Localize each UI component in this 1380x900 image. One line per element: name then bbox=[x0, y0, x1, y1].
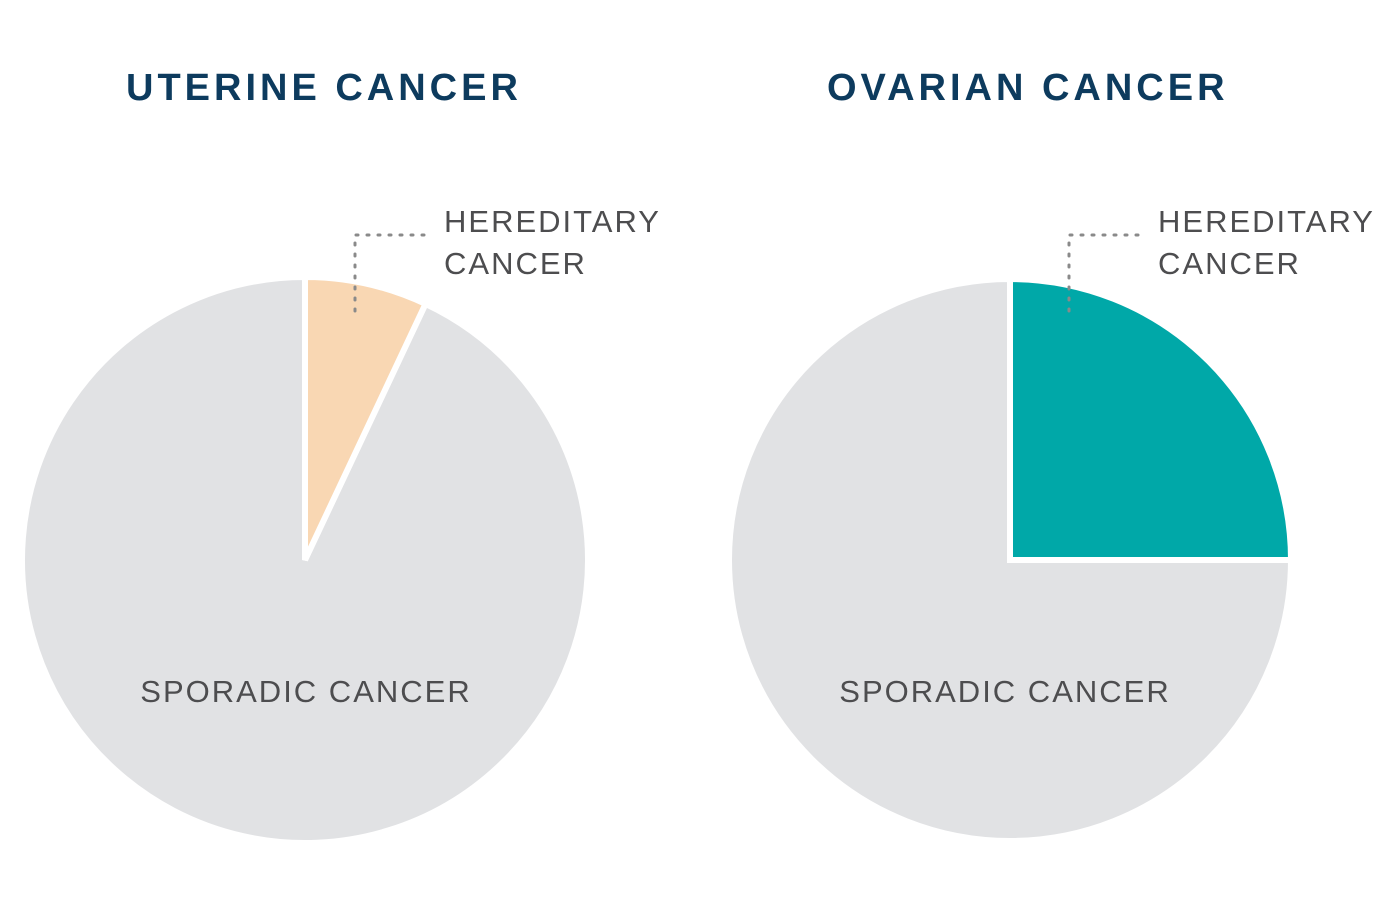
uterine-hereditary-label: HEREDITARY CANCER bbox=[444, 204, 671, 281]
uterine-hereditary-label-line2: CANCER bbox=[444, 246, 587, 281]
ovarian-leader-line bbox=[1067, 233, 1140, 318]
ovarian-hereditary-label-line2: CANCER bbox=[1158, 246, 1301, 281]
uterine-leader-line bbox=[353, 233, 426, 318]
ovarian-sporadic-slice bbox=[726, 275, 1295, 844]
uterine-hereditary-slice bbox=[302, 273, 430, 562]
ovarian-title: OVARIAN CANCER bbox=[827, 67, 1229, 109]
uterine-hereditary-label-line1: HEREDITARY bbox=[444, 204, 660, 239]
uterine-title: UTERINE CANCER bbox=[126, 67, 522, 109]
ovarian-hereditary-slice bbox=[1007, 275, 1295, 563]
ovarian-hereditary-label-line1: HEREDITARY bbox=[1158, 204, 1374, 239]
ovarian-hereditary-label: HEREDITARY CANCER bbox=[1158, 204, 1380, 281]
ovarian-chart: OVARIAN CANCER HEREDITARY CANCER SPORADI… bbox=[726, 67, 1380, 844]
uterine-chart: UTERINE CANCER HEREDITARY CANCER SPORADI… bbox=[19, 67, 671, 846]
uterine-sporadic-label: SPORADIC CANCER bbox=[140, 674, 471, 709]
ovarian-sporadic-label: SPORADIC CANCER bbox=[839, 674, 1170, 709]
